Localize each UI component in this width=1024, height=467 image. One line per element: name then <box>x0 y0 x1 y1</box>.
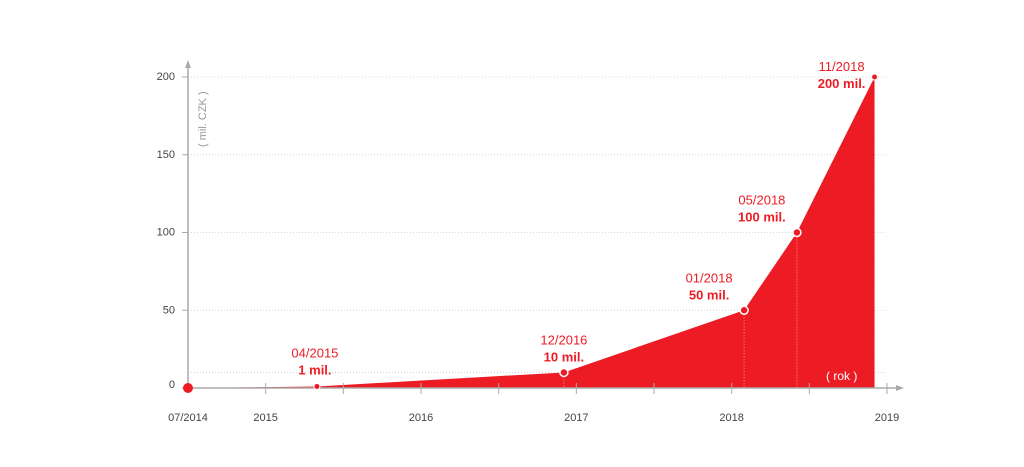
data-label-date: 12/2016 <box>540 332 587 347</box>
data-label-date: 05/2018 <box>738 193 785 208</box>
x-tick-label: 2019 <box>875 412 899 424</box>
data-label-value: 100 mil. <box>738 210 786 225</box>
data-point <box>871 73 879 81</box>
y-tick-label: 200 <box>157 71 175 83</box>
y-tick-label: 50 <box>163 304 175 316</box>
x-axis-label: ( rok ) <box>826 369 857 383</box>
y-axis-label: ( mil. CZK ) <box>197 91 209 147</box>
data-point <box>313 382 321 390</box>
x-ticks: 07/2014 2015 2016 2017 2018 2019 <box>168 383 899 424</box>
data-point <box>792 227 802 238</box>
data-label-value: 10 mil. <box>544 349 584 364</box>
data-label-value: 50 mil. <box>689 287 729 302</box>
data-points <box>183 73 879 393</box>
drop-lines <box>563 81 876 388</box>
x-axis-arrow-icon <box>896 385 904 391</box>
y-tick-label: 100 <box>157 227 175 239</box>
data-label-value: 200 mil. <box>818 76 866 91</box>
data-label-date: 11/2018 <box>819 59 865 74</box>
data-label-date: 04/2015 <box>291 345 338 360</box>
axes <box>185 60 904 391</box>
data-labels: 04/2015 1 mil. 12/2016 10 mil. 01/2018 50 mil… <box>291 59 865 377</box>
x-tick-label: 2018 <box>719 412 743 424</box>
y-tick-label: 0 <box>169 379 175 391</box>
data-label-value: 1 mil. <box>298 362 331 377</box>
y-tick-label: 150 <box>157 149 175 161</box>
x-tick-label: 07/2014 <box>168 412 208 424</box>
data-point <box>559 367 569 378</box>
y-axis-arrow-icon <box>185 60 191 68</box>
x-tick-label: 2016 <box>409 412 433 424</box>
x-tick-label: 2015 <box>253 412 277 424</box>
x-tick-label: 2017 <box>564 412 588 424</box>
data-point <box>183 383 193 393</box>
data-point <box>739 305 749 315</box>
area-fill <box>188 77 875 388</box>
data-label-date: 01/2018 <box>686 270 733 285</box>
y-ticks: 0 50 100 150 200 <box>157 71 188 391</box>
